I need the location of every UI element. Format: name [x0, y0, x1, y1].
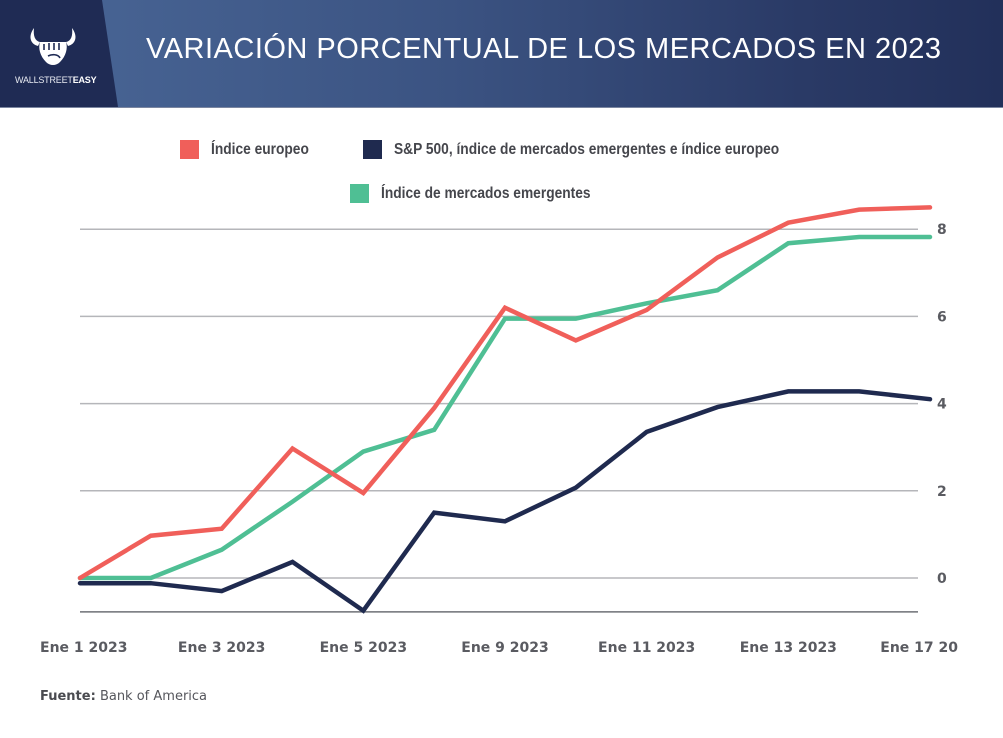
- series-line-0: [77, 205, 933, 581]
- legend-item-europeo: Índice europeo: [180, 140, 325, 159]
- legend-item-sp500: S&P 500, índice de mercados emergentes e…: [363, 140, 842, 159]
- source-label: Fuente:: [40, 689, 96, 704]
- logo-wordmark: WALLSTREETEASY: [15, 75, 97, 85]
- y-tick-label-2: 2: [937, 484, 947, 500]
- series-lines: [77, 205, 933, 614]
- x-tick-label: Ene 1 2023: [40, 640, 127, 656]
- legend-label-emergentes: Índice de mercados emergentes: [381, 184, 591, 202]
- y-tick-label-8: 8: [937, 222, 947, 238]
- series-line-1: [77, 389, 933, 614]
- logo-text-bold: EASY: [72, 75, 97, 85]
- legend-swatch-europeo: [180, 140, 199, 159]
- x-tick-label: Ene 3 2023: [178, 640, 265, 656]
- x-tick-label: Ene 9 2023: [461, 640, 548, 656]
- x-axis-labels: Ene 1 2023 Ene 3 2023 Ene 5 2023 Ene 9 2023…: [40, 640, 958, 656]
- series-line-2: [77, 234, 933, 581]
- logo-text-light: WALLSTREET: [15, 75, 73, 85]
- legend-swatch-sp500: [363, 140, 382, 159]
- source-note: Fuente: Bank of America: [40, 689, 207, 704]
- x-tick-label: Ene 11 2023: [598, 640, 695, 656]
- page-title: VARIACIÓN PORCENTUAL DE LOS MERCADOS EN …: [146, 33, 942, 65]
- logo-panel: WALLSTREETEASY: [0, 0, 118, 107]
- x-tick-label: Ene 17 20: [880, 640, 958, 656]
- legend-label-europeo: Índice europeo: [211, 140, 309, 158]
- legend-label-sp500: S&P 500, índice de mercados emergentes e…: [394, 140, 780, 158]
- legend-item-emergentes: Índice de mercados emergentes: [350, 184, 625, 203]
- header-divider: [0, 107, 1003, 108]
- header-banner: [0, 0, 1003, 107]
- y-tick-label-4: 4: [937, 397, 947, 413]
- source-value: Bank of America: [99, 689, 208, 704]
- bull-fist-icon: [30, 28, 76, 65]
- y-axis-labels: 0 2 4 6 8: [937, 222, 947, 587]
- legend-swatch-emergentes: [350, 184, 369, 203]
- x-tick-label: Ene 13 2023: [740, 640, 837, 656]
- x-tick-label: Ene 5 2023: [320, 640, 407, 656]
- y-tick-label-6: 6: [937, 309, 947, 325]
- y-tick-label-0: 0: [937, 571, 947, 587]
